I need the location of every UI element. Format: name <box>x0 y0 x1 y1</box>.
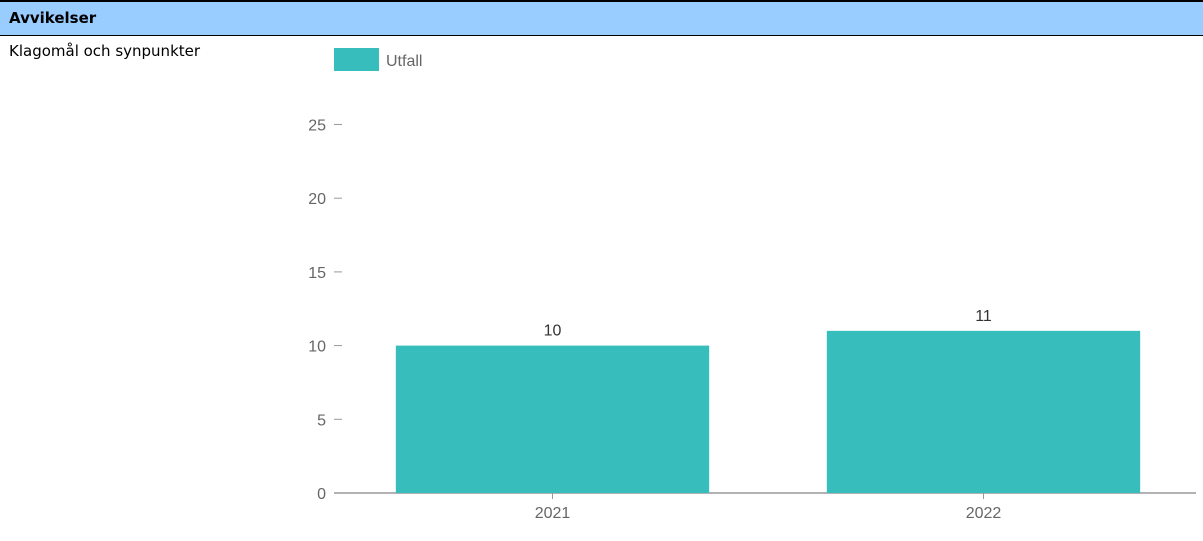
y-tick-label: 20 <box>308 191 326 208</box>
x-tick-label: 2021 <box>535 505 571 522</box>
y-tick-label: 15 <box>308 265 326 282</box>
data-label-2022: 11 <box>975 308 992 325</box>
y-tick-label: 0 <box>317 486 326 503</box>
x-tick-label: 2022 <box>966 505 1002 522</box>
data-label-2021: 10 <box>544 323 562 340</box>
legend-label: Utfall <box>386 53 422 70</box>
row-label: Klagomål och synpunkter <box>9 42 201 60</box>
bar-2021 <box>395 345 710 493</box>
section-header: Avvikelser <box>0 0 1203 36</box>
y-tick-label: 10 <box>308 339 326 356</box>
bar-2022 <box>826 330 1141 493</box>
y-tick-label: 5 <box>317 412 326 429</box>
legend-swatch <box>334 48 379 71</box>
y-tick-label: 25 <box>308 118 326 135</box>
section-title: Avvikelser <box>9 9 97 27</box>
